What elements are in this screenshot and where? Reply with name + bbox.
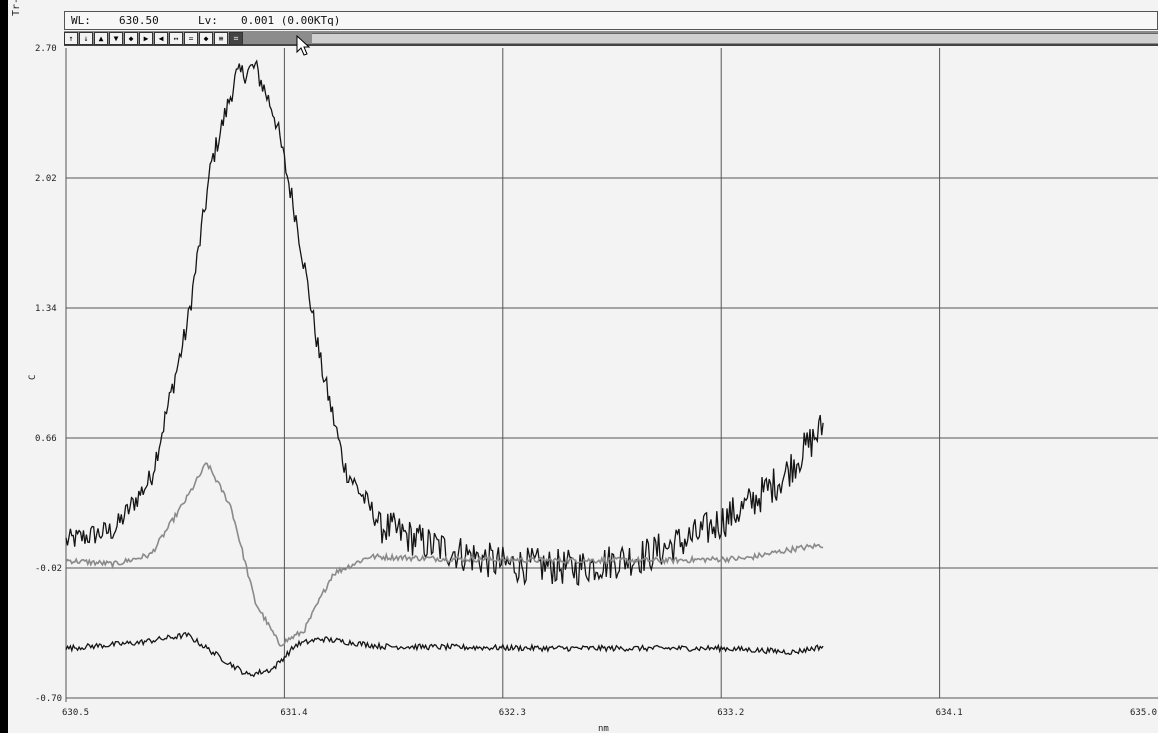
triangle-up-icon[interactable]: ▲ <box>94 32 108 45</box>
y-axis-title: C <box>28 375 38 380</box>
mouse-pointer-icon <box>296 35 311 56</box>
y-tick-label: 1.34 <box>35 304 57 314</box>
plot-panel <box>8 0 1158 733</box>
triangle-right-icon[interactable]: ▶ <box>139 32 153 45</box>
wl-label: WL: <box>71 14 91 27</box>
series-3-line <box>65 632 824 678</box>
series-1-line <box>65 59 824 587</box>
expand-vertical-icon[interactable]: ◆ <box>124 32 138 45</box>
grid-icon[interactable]: ≡ <box>214 32 228 45</box>
x-tick-label: 632.3 <box>499 708 526 718</box>
cursor-tool-icon[interactable]: ⌗ <box>229 32 243 45</box>
x-tick-label: 630.5 <box>62 708 89 718</box>
wl-value: 630.50 <box>119 14 159 27</box>
expand-horizontal-icon[interactable]: ↔ <box>169 32 183 45</box>
y-tick-label: -0.02 <box>35 564 62 574</box>
x-tick-label: 635.0 <box>1130 708 1157 718</box>
x-tick-label: 631.4 <box>280 708 307 718</box>
lv-value: 0.001 (0.00KTq) <box>241 14 341 27</box>
y-tick-label: 2.70 <box>35 44 57 54</box>
toolbar-track <box>312 33 1158 43</box>
arrow-down-icon[interactable]: ↓ <box>79 32 93 45</box>
series-2-line <box>65 462 824 647</box>
x-tick-label: 633.2 <box>717 708 744 718</box>
triangle-left-icon[interactable]: ◀ <box>154 32 168 45</box>
diamond-icon[interactable]: ◆ <box>199 32 213 45</box>
y-tick-label: 2.02 <box>35 174 57 184</box>
x-axis-title: nm <box>598 724 609 733</box>
readout-bar: WL: 630.50 Lv: 0.001 (0.00KTq) <box>64 11 1158 30</box>
x-tick-label: 634.1 <box>936 708 963 718</box>
lv-label: Lv: <box>198 14 218 27</box>
toolbar: ↑ ↓ ▲ ▼ ◆ ▶ ◀ ↔ = ◆ ≡ ⌗ <box>64 31 1158 46</box>
equal-icon[interactable]: = <box>184 32 198 45</box>
triangle-down-icon[interactable]: ▼ <box>109 32 123 45</box>
y-tick-label: 0.66 <box>35 434 57 444</box>
y-tick-label: -0.70 <box>35 694 62 704</box>
arrow-up-icon[interactable]: ↑ <box>64 32 78 45</box>
window-left-border <box>0 0 8 733</box>
